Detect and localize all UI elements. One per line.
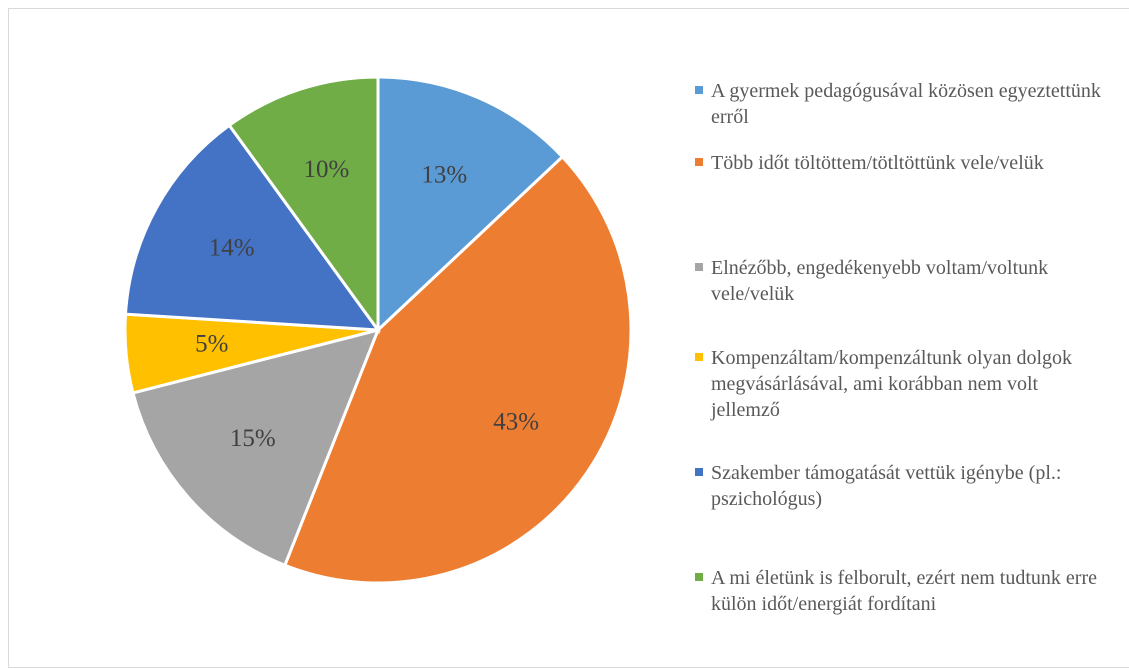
- legend-label: Szakember támogatását vettük igénybe (pl…: [711, 462, 1062, 510]
- legend-swatch: [695, 158, 703, 166]
- legend-label: A mi életünk is felborult, ezért nem tud…: [711, 567, 1097, 615]
- legend-item: Szakember támogatását vettük igénybe (pl…: [695, 460, 1111, 512]
- legend-swatch: [695, 573, 703, 581]
- legend-swatch: [695, 263, 703, 271]
- legend-item: A gyermek pedagógusával közösen egyeztet…: [695, 78, 1111, 130]
- data-label: 10%: [303, 156, 349, 183]
- legend-item: Több időt töltöttem/tötltöttünk vele/vel…: [695, 150, 1111, 176]
- pie-slice: [227, 75, 380, 335]
- legend-item: Kompenzáltam/kompenzáltunk olyan dolgok …: [695, 345, 1111, 423]
- legend-label: A gyermek pedagógusával közösen egyeztet…: [711, 80, 1101, 128]
- legend-swatch: [695, 468, 703, 476]
- legend-item: Elnézőbb, engedékenyebb voltam/voltunk v…: [695, 255, 1111, 307]
- pie-slice: [131, 327, 381, 568]
- data-label: 15%: [230, 425, 276, 452]
- legend-label: Kompenzáltam/kompenzáltunk olyan dolgok …: [711, 347, 1073, 421]
- pie-slice: [123, 123, 382, 332]
- legend-label: Elnézőbb, engedékenyebb voltam/voltunk v…: [711, 257, 1049, 305]
- legend-item: A mi életünk is felborult, ezért nem tud…: [695, 565, 1111, 617]
- data-label: 5%: [195, 330, 228, 357]
- data-label: 14%: [209, 234, 255, 261]
- pie-slice: [282, 154, 633, 585]
- data-label: 43%: [493, 409, 539, 436]
- data-label: 13%: [421, 161, 467, 188]
- legend-swatch: [695, 353, 703, 361]
- legend-swatch: [695, 86, 703, 94]
- pie-slice: [376, 75, 565, 334]
- legend-label: Több időt töltöttem/tötltöttünk vele/vel…: [711, 152, 1044, 174]
